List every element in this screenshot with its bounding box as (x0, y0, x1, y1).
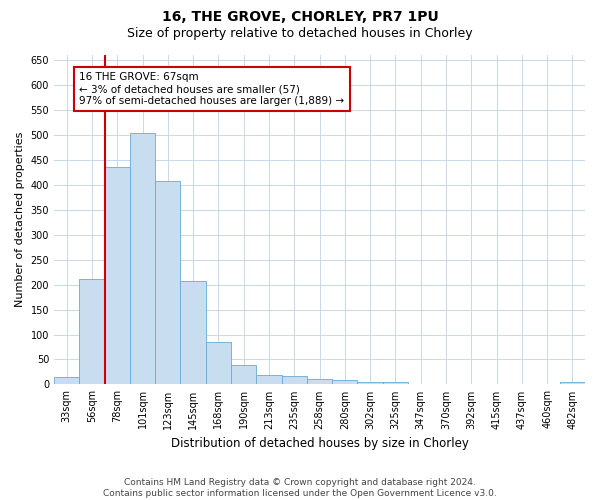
Bar (54, 377, 79, 384)
Bar (79, 278, 104, 384)
X-axis label: Distribution of detached houses by size in Chorley: Distribution of detached houses by size … (170, 437, 469, 450)
Bar (206, 342, 231, 384)
Bar (383, 382, 408, 384)
Bar (281, 376, 307, 384)
Bar (104, 168, 130, 384)
Bar (130, 134, 155, 384)
Y-axis label: Number of detached properties: Number of detached properties (15, 132, 25, 308)
Text: Contains HM Land Registry data © Crown copyright and database right 2024.
Contai: Contains HM Land Registry data © Crown c… (103, 478, 497, 498)
Bar (155, 182, 181, 384)
Bar (307, 380, 332, 384)
Bar (181, 281, 206, 384)
Bar (231, 366, 256, 384)
Text: 16 THE GROVE: 67sqm
← 3% of detached houses are smaller (57)
97% of semi-detache: 16 THE GROVE: 67sqm ← 3% of detached hou… (79, 72, 344, 106)
Bar (256, 375, 281, 384)
Text: 16, THE GROVE, CHORLEY, PR7 1PU: 16, THE GROVE, CHORLEY, PR7 1PU (161, 10, 439, 24)
Bar (560, 382, 585, 384)
Bar (358, 382, 383, 384)
Bar (332, 380, 358, 384)
Text: Size of property relative to detached houses in Chorley: Size of property relative to detached ho… (127, 28, 473, 40)
